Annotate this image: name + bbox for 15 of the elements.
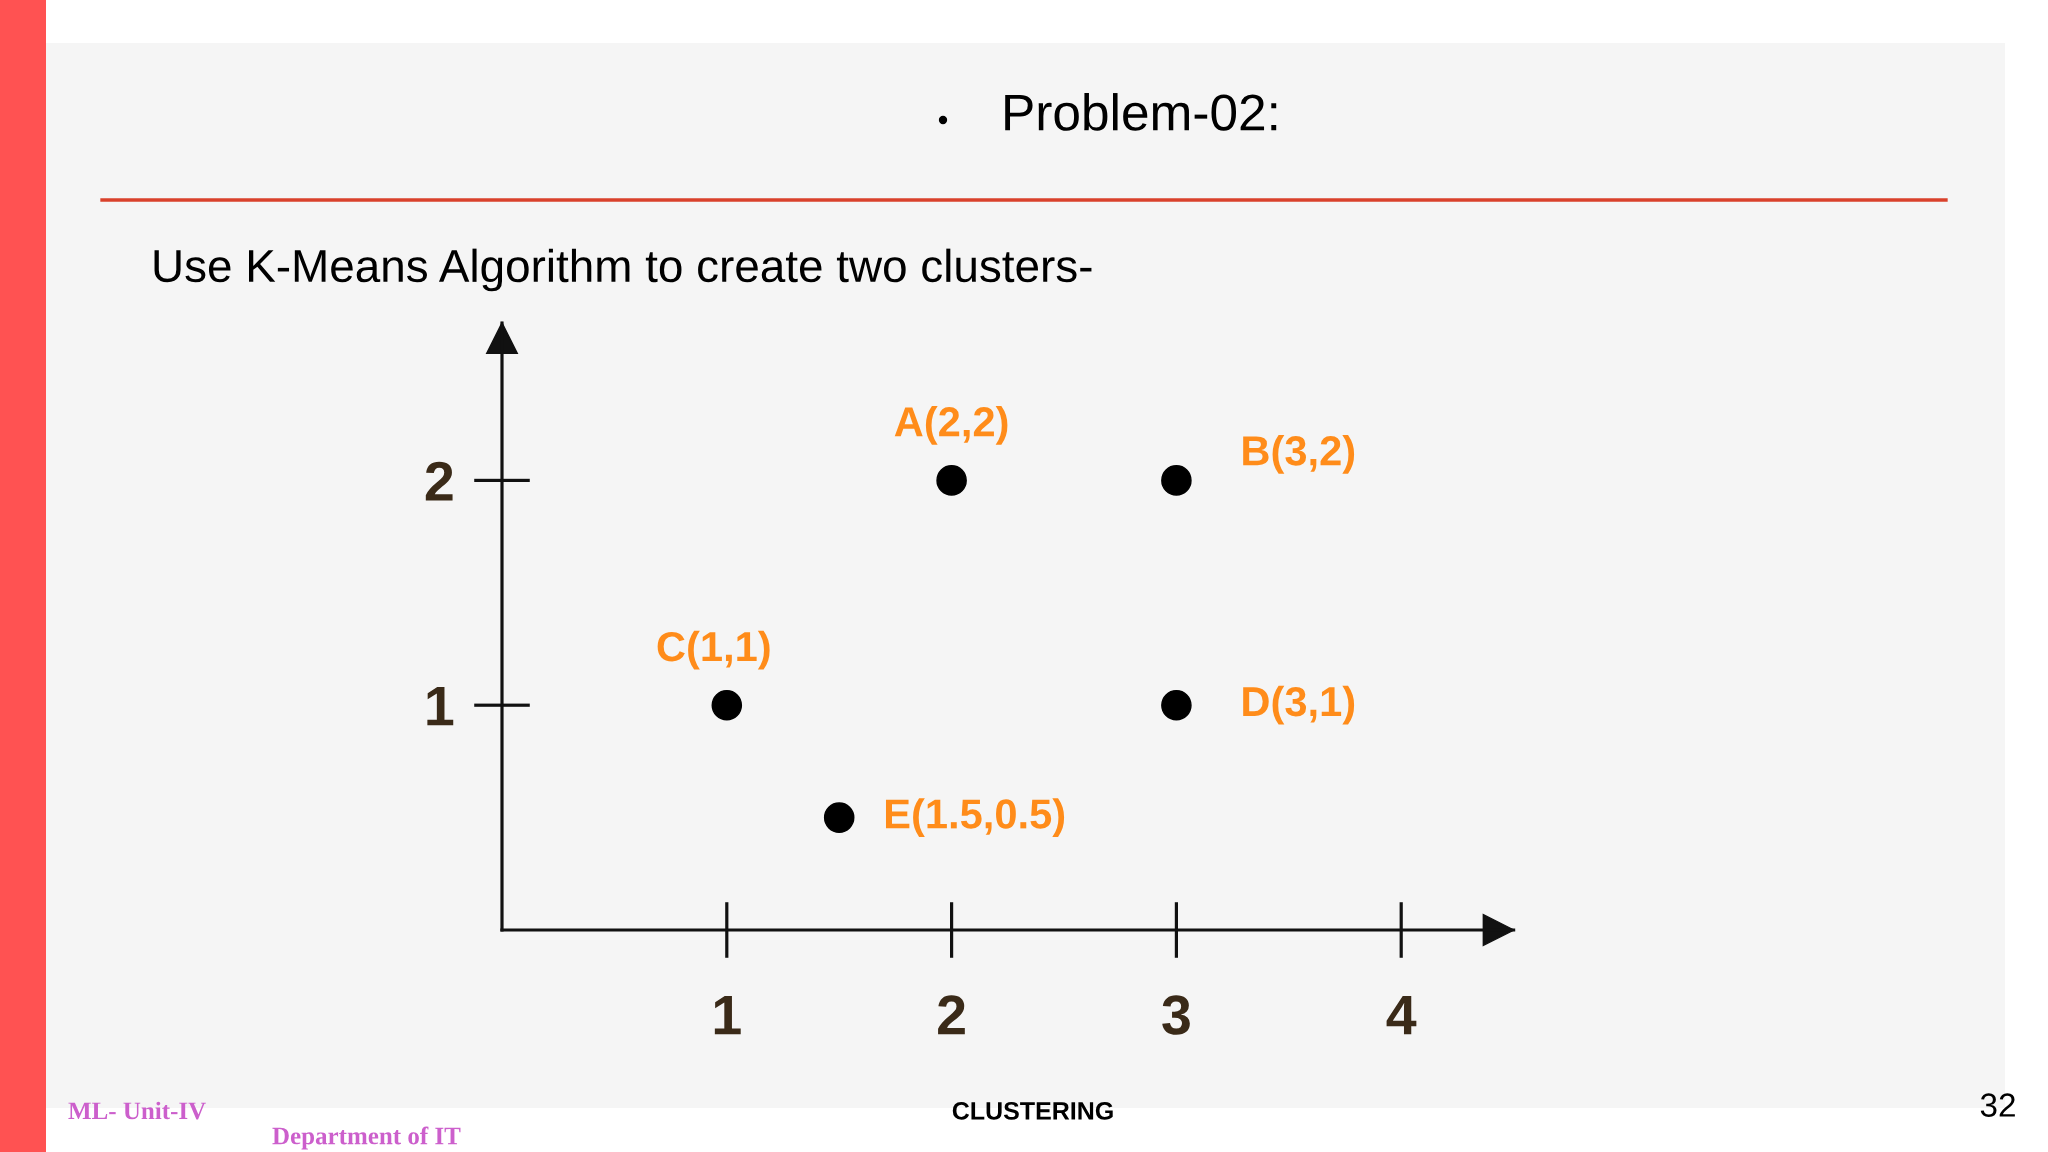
chart-title: Problem-02: — [1005, 93, 1277, 131]
data-label: C(1,1) — [657, 630, 770, 670]
data-label: B(3,2) — [1243, 434, 1355, 474]
x-tick-label: 4 — [1386, 995, 1417, 1035]
x-tick-label: 2 — [938, 995, 965, 1035]
data-label: A(2,2) — [894, 405, 1008, 445]
x-tick-label: 3 — [1162, 995, 1190, 1035]
chart-subtitle: Use K-Means Algorithm to create two clusters- — [154, 248, 1092, 292]
data-label: D(3,1) — [1243, 685, 1355, 725]
text: Department of IT — [272, 1126, 461, 1150]
text: CLUSTERING — [952, 1102, 1113, 1120]
x-tick-label: 1 — [714, 995, 741, 1035]
data-label: E(1.5,0.5) — [885, 798, 1065, 838]
text: 32 — [1980, 1093, 2015, 1117]
text: ML- Unit-IV — [68, 1101, 206, 1120]
